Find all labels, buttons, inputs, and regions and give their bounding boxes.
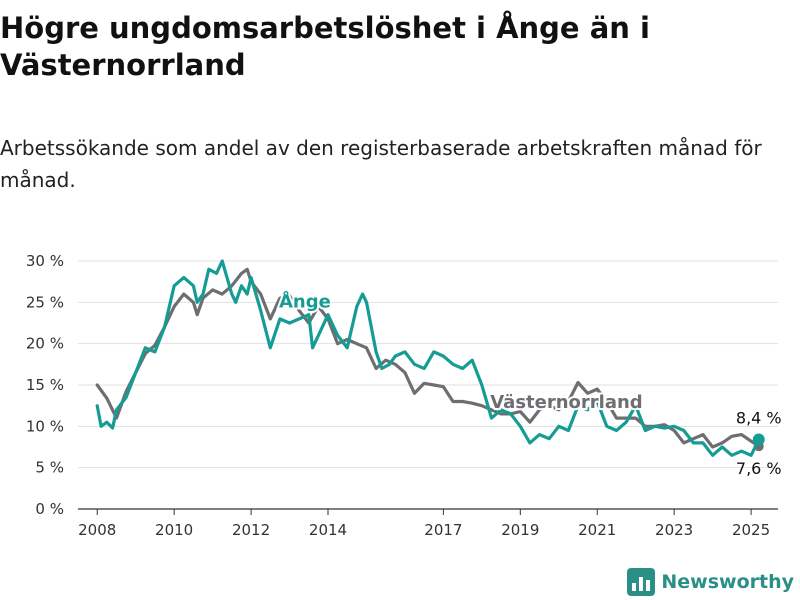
y-tick-label: 20 % bbox=[26, 335, 64, 353]
y-tick-label: 0 % bbox=[35, 500, 64, 518]
x-tick-label: 2025 bbox=[732, 521, 770, 539]
y-tick-label: 15 % bbox=[26, 376, 64, 394]
bar-chart-icon bbox=[627, 568, 656, 596]
series-line-ange bbox=[95, 259, 761, 457]
x-tick-label: 2019 bbox=[501, 521, 539, 539]
x-tick-label: 2023 bbox=[655, 521, 693, 539]
y-tick-label: 10 % bbox=[26, 417, 64, 435]
x-axis: 2008 2010 2012 2014 2017 2019 2021 2023 2025 bbox=[78, 509, 770, 539]
series-end-point bbox=[752, 433, 765, 446]
end-value-vasternorrland: 7,6 % bbox=[736, 459, 782, 478]
line-chart: 0 %5 %10 %15 %20 %25 %30 % 2008 2010 2012 2… bbox=[26, 252, 782, 539]
y-tick-label: 5 % bbox=[35, 459, 64, 477]
series-label-vasternorrland: Västernorrland bbox=[490, 392, 642, 413]
x-tick-label: 2010 bbox=[155, 521, 193, 539]
page-title: Högre ungdomsarbetslöshet i Ånge än i Vä… bbox=[0, 11, 650, 82]
series-labels: Västernorrland Ånge 8,4 % 7,6 % bbox=[277, 287, 782, 478]
y-tick-label: 30 % bbox=[26, 252, 64, 270]
x-tick-label: 2017 bbox=[424, 521, 462, 539]
end-value-ange: 8,4 % bbox=[736, 409, 782, 428]
x-tick-label: 2021 bbox=[578, 521, 616, 539]
series-lines bbox=[95, 259, 765, 457]
x-tick-label: 2012 bbox=[232, 521, 270, 539]
series-line-vasternorrland bbox=[95, 267, 761, 449]
y-tick-label: 25 % bbox=[26, 293, 64, 311]
newsworthy-logo: Newsworthy bbox=[627, 568, 794, 596]
y-axis: 0 % 5 % 10 % 15 % 20 % 25 % 30 % bbox=[26, 252, 64, 518]
logo-text: Newsworthy bbox=[661, 571, 794, 593]
x-tick-label: 2014 bbox=[309, 521, 347, 539]
x-tick-label: 2008 bbox=[78, 521, 116, 539]
series-label-ange: Ånge bbox=[279, 289, 331, 312]
chart-subtitle: Arbetssökande som andel av den registerb… bbox=[0, 136, 762, 192]
